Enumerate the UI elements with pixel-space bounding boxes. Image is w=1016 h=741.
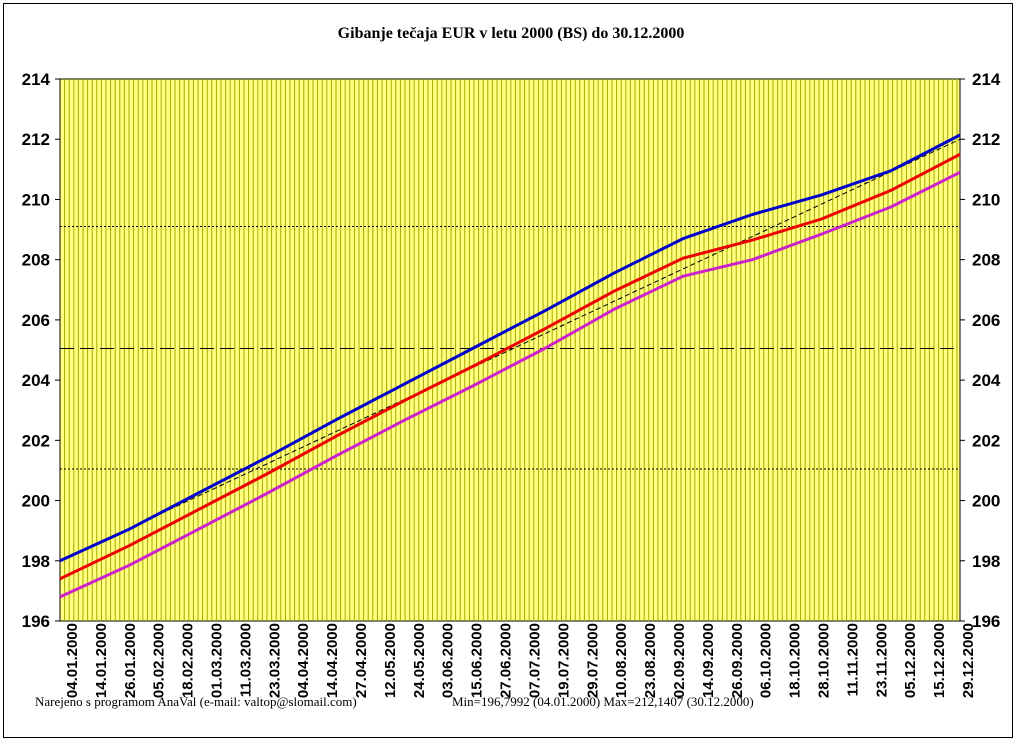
x-tick-label: 03.06.2000 (440, 623, 457, 698)
x-tick-label: 26.01.2000 (122, 623, 139, 698)
trend-line (59, 138, 961, 562)
y-tick-label: 210 (22, 190, 50, 209)
x-tick-label: 15.06.2000 (469, 623, 486, 698)
vertical-grid (64, 79, 958, 621)
x-tick-label: 14.04.2000 (324, 623, 341, 698)
x-tick-label: 04.01.2000 (64, 623, 81, 698)
series-lines (59, 133, 961, 599)
trend-line-path (59, 138, 961, 562)
x-tick-label: 10.08.2000 (613, 623, 630, 698)
x-tick-label: 18.02.2000 (180, 623, 197, 698)
series-line-1 (59, 133, 961, 563)
y-tick-label: 196 (22, 612, 50, 631)
x-tick-label: 11.03.2000 (237, 623, 254, 697)
x-axis-labels: 04.01.2000 14.01.2000 26.01.2000 05.02.2000… (64, 623, 977, 698)
x-tick-label: 29.12.2000 (960, 623, 977, 698)
x-tick-label: 27.04.2000 (353, 623, 370, 698)
series-line-3 (59, 170, 961, 599)
x-tick-label: 14.01.2000 (93, 623, 110, 698)
y-tick-label: 200 (972, 492, 1000, 511)
x-tick-label: 05.02.2000 (151, 623, 168, 698)
y-tick-label: 214 (22, 70, 51, 89)
x-tick-label: 01.03.2000 (209, 623, 226, 698)
x-tick-label: 26.09.2000 (729, 623, 746, 698)
y-tick-label: 200 (22, 492, 50, 511)
x-tick-label: 04.04.2000 (295, 623, 312, 698)
y-tick-label: 198 (22, 552, 50, 571)
x-tick-label: 02.09.2000 (671, 623, 688, 698)
footer-credit: Narejeno s programom AnaVal (e-mail: val… (35, 694, 357, 709)
y-tick-label: 202 (22, 431, 50, 450)
x-tick-label: 23.11.2000 (873, 623, 890, 697)
y-tick-label: 212 (972, 130, 1000, 149)
x-tick-label: 29.07.2000 (584, 623, 601, 698)
x-tick-label: 07.07.2000 (527, 623, 544, 698)
x-tick-label: 24.05.2000 (411, 623, 428, 698)
y-tick-label: 204 (972, 371, 1001, 390)
chart-title: Gibanje tečaja EUR v letu 2000 (BS) do 3… (338, 25, 685, 42)
x-tick-label: 12.05.2000 (382, 623, 399, 698)
x-tick-label: 27.06.2000 (498, 623, 515, 698)
y-axis-right: 196 198 200 202 204 206 208 210 212 214 (960, 70, 1001, 631)
x-tick-label: 18.10.2000 (787, 623, 804, 698)
y-tick-label: 214 (972, 70, 1001, 89)
y-tick-label: 196 (972, 612, 1000, 631)
x-tick-label: 05.12.2000 (902, 623, 919, 698)
y-tick-label: 202 (972, 431, 1000, 450)
y-tick-label: 208 (22, 251, 50, 270)
y-tick-label: 204 (22, 371, 51, 390)
x-tick-label: 19.07.2000 (555, 623, 572, 698)
x-tick-label: 15.12.2000 (931, 623, 948, 698)
x-tick-label: 23.03.2000 (266, 623, 283, 698)
x-tick-label: 28.10.2000 (816, 623, 833, 698)
y-tick-label: 206 (972, 311, 1000, 330)
y-tick-label: 210 (972, 190, 1000, 209)
x-tick-label: 23.08.2000 (642, 623, 659, 698)
series-line-2 (59, 152, 961, 581)
y-tick-label: 198 (972, 552, 1000, 571)
x-tick-label: 06.10.2000 (758, 623, 775, 698)
y-tick-label: 208 (972, 251, 1000, 270)
footer-minmax: Min=196,7992 (04.01.2000) Max=212,1407 (… (452, 694, 754, 709)
x-tick-label: 14.09.2000 (700, 623, 717, 698)
y-tick-label: 206 (22, 311, 50, 330)
y-axis-left: 196 198 200 202 204 206 208 210 212 214 (22, 70, 60, 631)
x-tick-label: 11.11.2000 (844, 623, 861, 696)
y-tick-label: 212 (22, 130, 50, 149)
